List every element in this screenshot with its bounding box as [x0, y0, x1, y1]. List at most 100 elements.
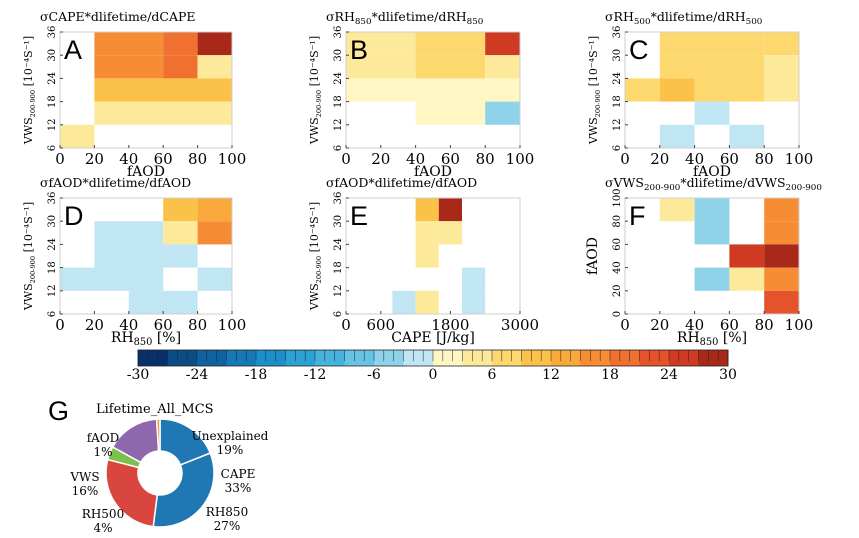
- heatmap-cell: [197, 267, 232, 291]
- x-tick-label: 0: [620, 150, 630, 168]
- x-tick-label: 80: [188, 150, 207, 168]
- x-tick-label: 40: [119, 316, 138, 334]
- y-axis-label: fAOD: [585, 237, 601, 275]
- colorbar-bin: [226, 350, 257, 366]
- y-tick-label: 12: [333, 118, 344, 131]
- heatmap-cell: [485, 101, 520, 125]
- y-tick-label: 30: [333, 49, 344, 62]
- x-tick-label: 20: [650, 316, 669, 334]
- heatmap-cell: [197, 221, 232, 245]
- heatmap-cell: [392, 290, 416, 314]
- x-tick-label: 60: [154, 150, 173, 168]
- x-tick-label: 20: [650, 150, 669, 168]
- x-tick-label: 0: [620, 316, 630, 334]
- y-tick-label: 30: [333, 215, 344, 228]
- x-tick-label: 40: [119, 150, 138, 168]
- colorbar-tick-label: 6: [488, 367, 497, 383]
- y-tick-label: 18: [612, 95, 623, 108]
- x-tick-label: 600: [366, 316, 395, 334]
- y-tick-label: 0: [612, 311, 623, 317]
- heatmap-cell: [163, 55, 198, 79]
- x-tick-label: 100: [785, 150, 814, 168]
- x-tick-label: 20: [85, 150, 104, 168]
- y-tick-label: 24: [612, 72, 623, 85]
- y-tick-label: 6: [47, 311, 58, 317]
- colorbar-bin: [167, 350, 198, 366]
- heatmap-cell: [659, 198, 695, 222]
- x-tick-label: 60: [154, 316, 173, 334]
- heatmap-cell: [94, 221, 164, 245]
- heatmap-cell: [764, 198, 799, 222]
- x-axis-label: RH850 [%]: [111, 330, 181, 348]
- colorbar-tick-label: 30: [719, 367, 737, 383]
- x-tick-label: 20: [371, 150, 390, 168]
- heatmap-cell: [764, 32, 799, 56]
- y-tick-label: 18: [333, 95, 344, 108]
- heatmap-cell: [415, 244, 439, 268]
- y-tick-label: 12: [47, 284, 58, 297]
- heatmap-cell: [415, 221, 439, 245]
- x-tick-label: 100: [218, 316, 247, 334]
- pie-slice-percent: 1%: [93, 445, 112, 459]
- y-tick-label: 36: [47, 26, 58, 39]
- heatmap-cell: [163, 221, 198, 245]
- x-tick-label: 80: [755, 150, 774, 168]
- panel-frame: [59, 197, 233, 315]
- x-tick-label: 0: [341, 316, 351, 334]
- heatmap-cell: [694, 198, 730, 245]
- x-axis-label: fAOD: [414, 164, 452, 180]
- heatmap-cell: [197, 32, 232, 56]
- heatmap-cell: [659, 78, 695, 102]
- pie-slice-percent: 27%: [214, 519, 241, 533]
- x-tick-label: 20: [85, 316, 104, 334]
- pie-slice-label: RH500: [82, 507, 124, 521]
- y-tick-label: 100: [612, 188, 623, 207]
- x-tick-label: 40: [685, 316, 704, 334]
- colorbar-tick-label: -30: [127, 367, 150, 383]
- pie-slice-percent: 4%: [93, 521, 112, 535]
- y-tick-label: 6: [333, 145, 344, 151]
- x-tick-label: 60: [720, 150, 739, 168]
- pie-slice: [105, 458, 159, 528]
- x-tick-label: 3000: [501, 316, 539, 334]
- pie-slice-percent: 33%: [225, 481, 252, 495]
- x-tick-label: 80: [755, 316, 774, 334]
- pie-slice-label: VWS: [69, 470, 99, 484]
- x-tick-label: 60: [441, 150, 460, 168]
- x-tick-label: 60: [720, 316, 739, 334]
- heatmap-cell: [659, 55, 695, 79]
- panel-letter: C: [629, 35, 649, 65]
- panel-letter: D: [64, 201, 84, 231]
- heatmap-cell: [764, 290, 799, 314]
- x-axis-label: RH850 [%]: [677, 330, 747, 348]
- heatmap-cell: [438, 198, 462, 222]
- pie-slice-label: Unexplained: [192, 429, 269, 443]
- y-tick-label: 30: [47, 49, 58, 62]
- panel-title: σfAOD*dlifetime/dfAOD: [326, 175, 477, 190]
- colorbar-tick-label: 24: [660, 367, 678, 383]
- colorbar-bin: [639, 350, 670, 366]
- heatmap-cell: [764, 221, 799, 245]
- panel-frame: [345, 31, 521, 149]
- colorbar-bin: [492, 350, 522, 366]
- pie-title: Lifetime_All_MCS: [96, 402, 214, 417]
- panel-title: σRH500*dlifetime/dRH500: [605, 9, 762, 27]
- heatmap-cell: [625, 78, 660, 102]
- y-tick-label: 40: [612, 261, 623, 274]
- colorbar-bin: [197, 350, 227, 366]
- heatmap-cell: [764, 78, 799, 102]
- y-tick-label: 60: [612, 238, 623, 251]
- heatmap-cell: [485, 55, 520, 79]
- colorbar-bin: [344, 350, 375, 366]
- heatmap-cell: [694, 101, 730, 125]
- heatmap-cell: [764, 267, 799, 291]
- colorbar-bin: [610, 350, 640, 366]
- colorbar-bin: [698, 350, 729, 366]
- heatmap-cell: [415, 32, 486, 56]
- y-tick-label: 36: [333, 192, 344, 205]
- heatmap-cell: [694, 55, 765, 79]
